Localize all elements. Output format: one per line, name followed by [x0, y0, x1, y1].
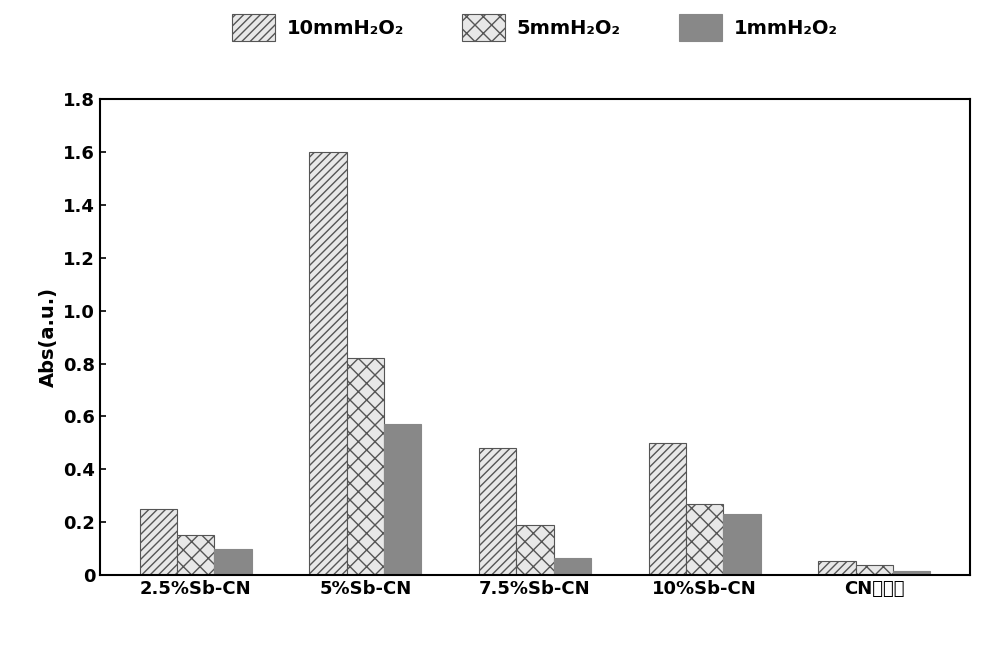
- Bar: [554, 558, 591, 575]
- Bar: [856, 565, 893, 575]
- Bar: [893, 571, 930, 575]
- Bar: [818, 561, 856, 575]
- Legend: 10mmH₂O₂, 5mmH₂O₂, 1mmH₂O₂: 10mmH₂O₂, 5mmH₂O₂, 1mmH₂O₂: [223, 4, 847, 51]
- Bar: [384, 424, 421, 575]
- Bar: [214, 549, 252, 575]
- Bar: [649, 443, 686, 575]
- Bar: [309, 152, 347, 575]
- Bar: [686, 504, 723, 575]
- Bar: [177, 535, 214, 575]
- Bar: [479, 448, 516, 575]
- Bar: [723, 514, 761, 575]
- Bar: [516, 525, 554, 575]
- Y-axis label: Abs(a.u.): Abs(a.u.): [39, 287, 58, 387]
- Bar: [347, 358, 384, 575]
- Bar: [140, 509, 177, 575]
